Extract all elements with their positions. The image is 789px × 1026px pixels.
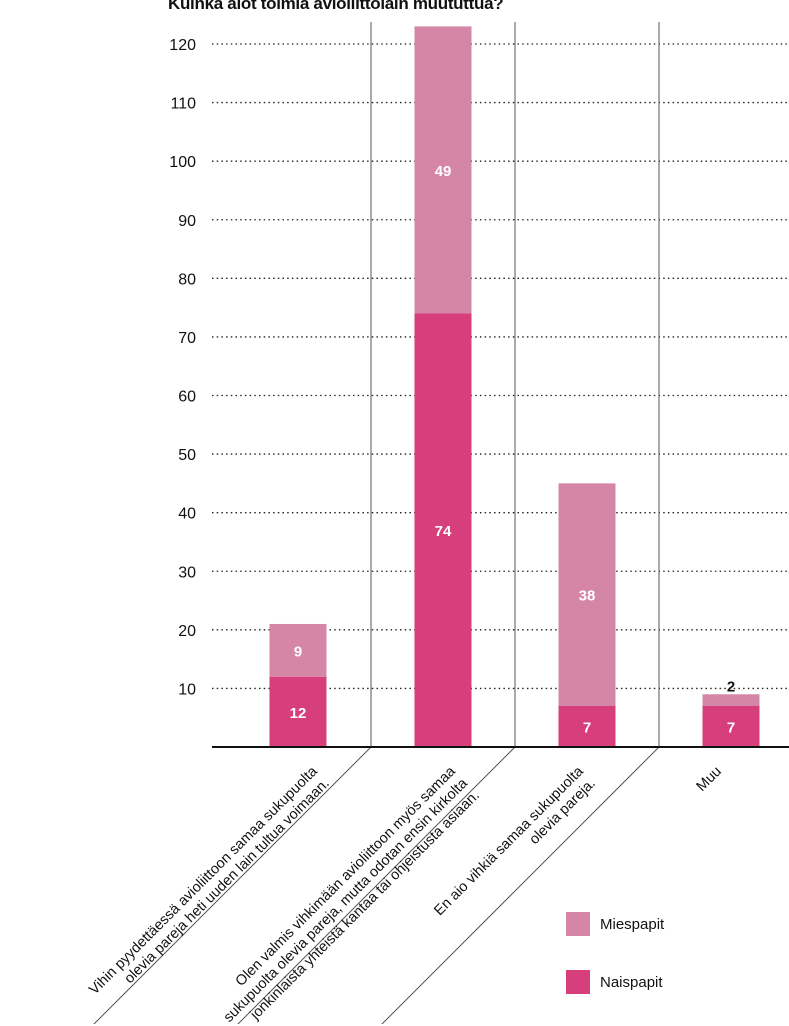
y-tick-label: 50 bbox=[178, 447, 196, 464]
category-label-1: Olen valmis vihkimään avioliittoon myös … bbox=[221, 763, 483, 1024]
y-tick-label: 120 bbox=[169, 37, 196, 54]
legend-swatch-miespapit bbox=[566, 912, 590, 936]
gridlines bbox=[212, 43, 789, 690]
y-tick-label: 110 bbox=[170, 96, 196, 113]
y-tick-label: 60 bbox=[178, 389, 196, 406]
data-label-naispapit-0: 12 bbox=[290, 705, 307, 722]
y-tick-label: 10 bbox=[178, 681, 196, 698]
data-label-miespapit-0: 9 bbox=[294, 643, 302, 660]
bar-naispapit-3 bbox=[702, 705, 760, 747]
y-tick-label: 90 bbox=[178, 213, 196, 230]
y-tick-label: 70 bbox=[178, 330, 196, 347]
y-tick-label: 40 bbox=[178, 506, 196, 523]
category-label-3: Muu bbox=[694, 764, 725, 795]
data-label-miespapit-2: 38 bbox=[579, 588, 596, 605]
data-label-miespapit-1: 49 bbox=[435, 163, 452, 180]
legend-item-miespapit: Miespapit bbox=[566, 910, 664, 938]
legend-swatch-naispapit bbox=[566, 970, 590, 994]
data-label-naispapit-1: 74 bbox=[435, 523, 452, 540]
legend-label-miespapit: Miespapit bbox=[600, 915, 665, 933]
category-label-line: sukupuolta olevia pareja, mutta odotan e… bbox=[221, 775, 472, 1024]
bar-naispapit-1 bbox=[414, 313, 472, 747]
legend: Miespapit Naispapit bbox=[566, 910, 664, 1026]
legend-label-naispapit: Naispapit bbox=[600, 973, 663, 991]
y-tick-label: 30 bbox=[178, 564, 196, 581]
bar-naispapit-2 bbox=[558, 705, 616, 747]
chart-title: Kuinka aiot toimia avioliittolain muutut… bbox=[168, 0, 504, 13]
category-divider-slant bbox=[237, 746, 516, 1024]
category-divider-slant bbox=[381, 746, 660, 1024]
data-label-miespapit-3: 2 bbox=[727, 678, 735, 695]
data-labels: 12 9 74 49 7 38 7 2 bbox=[290, 163, 736, 737]
y-axis-tick-labels: 10 20 30 40 50 60 70 80 90 100 110 120 bbox=[169, 37, 196, 698]
category-label-line: Muu bbox=[694, 764, 725, 795]
y-tick-label: 80 bbox=[178, 271, 196, 288]
bars bbox=[269, 26, 760, 747]
category-divider-slant bbox=[93, 746, 372, 1024]
bar-miespapit-0 bbox=[269, 623, 327, 677]
y-tick-label: 100 bbox=[169, 154, 196, 171]
legend-item-naispapit: Naispapit bbox=[566, 968, 664, 996]
data-label-naispapit-3: 7 bbox=[727, 719, 735, 736]
bar-miespapit-2 bbox=[558, 483, 616, 706]
bar-naispapit-0 bbox=[269, 676, 327, 747]
category-label-line: Olen valmis vihkimään avioliittoon myös … bbox=[233, 763, 460, 990]
bar-miespapit-3 bbox=[702, 694, 760, 706]
data-label-naispapit-2: 7 bbox=[583, 719, 591, 736]
y-tick-label: 20 bbox=[178, 623, 196, 640]
category-dividers bbox=[93, 22, 660, 1024]
bar-miespapit-1 bbox=[414, 26, 472, 314]
